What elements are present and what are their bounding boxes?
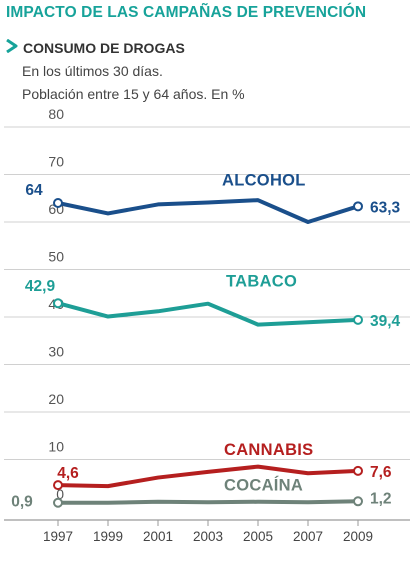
chart-subtitle: CONSUMO DE DROGAS <box>23 40 185 56</box>
series-point-alcohol <box>53 198 63 208</box>
y-tick-label: 50 <box>48 249 64 265</box>
y-tick-label: 80 <box>48 106 64 122</box>
series-point-cannabis <box>53 480 63 491</box>
note-population: Población entre 15 y 64 años. En % <box>22 86 245 102</box>
series-name-label: ALCOHOL <box>222 172 306 190</box>
series-point-alcohol <box>353 201 363 212</box>
series-start-label: 64 <box>25 182 43 199</box>
chevron-right-icon <box>6 38 18 58</box>
series-start-label: 4,6 <box>57 465 79 482</box>
series-point-tabaco <box>353 314 363 325</box>
chart-title: IMPACTO DE LAS CAMPAÑAS DE PREVENCIÓN <box>6 4 367 21</box>
series-line-cannabis <box>56 464 360 489</box>
x-tick-label: 2007 <box>293 529 323 544</box>
x-tick-label: 2009 <box>343 529 373 544</box>
x-tick-label: 2001 <box>143 529 173 544</box>
subtitle-row: CONSUMO DE DROGAS <box>6 38 185 58</box>
series-end-label: 39,4 <box>370 313 401 330</box>
series-point-cocaína <box>353 496 363 507</box>
series-end-label: 63,3 <box>370 199 401 216</box>
note-period: En los últimos 30 días. <box>22 63 163 79</box>
series-end-label: 1,2 <box>370 490 392 507</box>
series-line-cocaína <box>56 499 360 505</box>
y-tick-label: 20 <box>48 391 64 407</box>
y-tick-label: 10 <box>48 439 64 455</box>
y-tick-label: 0 <box>56 486 64 502</box>
series-name-label: CANNABIS <box>224 441 313 459</box>
y-tick-label: 30 <box>48 344 64 360</box>
series-start-label: 0,9 <box>11 494 33 511</box>
series-name-label: COCAÍNA <box>224 475 303 494</box>
x-tick-label: 2003 <box>193 529 223 544</box>
series-name-label: TABACO <box>226 273 297 291</box>
series-point-cocaína <box>53 497 63 508</box>
x-tick-label: 2005 <box>243 529 273 544</box>
series-start-label: 42,9 <box>25 278 56 295</box>
series-line-tabaco <box>56 301 360 327</box>
y-tick-label: 70 <box>48 154 64 170</box>
series-line-alcohol <box>56 198 360 224</box>
x-tick-label: 1997 <box>43 529 73 544</box>
series-end-label: 7,6 <box>370 464 392 481</box>
series-point-cannabis <box>353 465 363 476</box>
x-tick-label: 1999 <box>93 529 123 544</box>
series-point-tabaco <box>53 298 63 309</box>
